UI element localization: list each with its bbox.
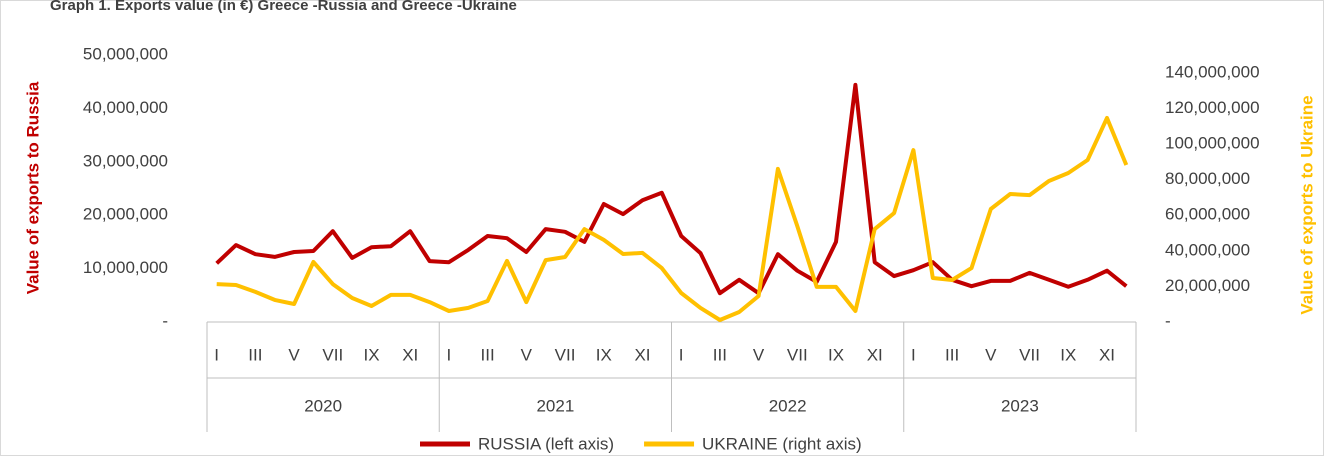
x-tick-label: III xyxy=(945,345,959,364)
x-tick-label: IX xyxy=(363,345,379,364)
y2-axis-label: Value of exports to Ukraine xyxy=(1297,95,1316,314)
series-line xyxy=(215,82,1128,296)
x-tick-label: IX xyxy=(1060,345,1076,364)
x-tick-label: I xyxy=(911,345,916,364)
x-tick-label: I xyxy=(447,345,452,364)
y2-tick-label: 120,000,000 xyxy=(1165,98,1260,117)
x-tick-label: III xyxy=(481,345,495,364)
x-tick-label: III xyxy=(713,345,727,364)
y-tick-label: 40,000,000 xyxy=(83,98,168,117)
group-label: 2023 xyxy=(1001,396,1039,415)
x-tick-label: V xyxy=(521,345,533,364)
y-tick-label: 10,000,000 xyxy=(83,258,168,277)
x-tick-label: V xyxy=(985,345,997,364)
legend-label: UKRAINE (right axis) xyxy=(702,434,862,453)
x-tick-label: XI xyxy=(867,345,883,364)
y-tick-label: 50,000,000 xyxy=(83,44,168,63)
chart-title: Graph 1. Exports value (in €) Greece -Ru… xyxy=(50,0,517,14)
y-tick-label: 30,000,000 xyxy=(83,151,168,170)
y2-tick-label: 60,000,000 xyxy=(1165,205,1250,224)
x-tick-label: VII xyxy=(555,345,576,364)
legend-label: RUSSIA (left axis) xyxy=(478,434,614,453)
y-tick-label: 20,000,000 xyxy=(83,205,168,224)
x-tick-label: I xyxy=(679,345,684,364)
y2-tick-label: 100,000,000 xyxy=(1165,133,1260,152)
y-axis-label: Value of exports to Russia xyxy=(23,81,42,294)
x-tick-label: XI xyxy=(1099,345,1115,364)
x-tick-label: III xyxy=(248,345,262,364)
y2-tick-label: - xyxy=(1165,311,1171,330)
x-tick-label: VII xyxy=(1019,345,1040,364)
x-tick-label: VII xyxy=(322,345,343,364)
y-tick-label: - xyxy=(162,311,168,330)
x-tick-label: V xyxy=(753,345,765,364)
y2-tick-label: 20,000,000 xyxy=(1165,276,1250,295)
y2-tick-label: 40,000,000 xyxy=(1165,240,1250,259)
x-tick-label: I xyxy=(214,345,219,364)
series-line xyxy=(216,116,1129,322)
group-label: 2020 xyxy=(304,396,342,415)
x-tick-label: IX xyxy=(828,345,844,364)
x-tick-label: VII xyxy=(787,345,808,364)
x-tick-label: XI xyxy=(634,345,650,364)
x-tick-label: XI xyxy=(402,345,418,364)
y2-tick-label: 140,000,000 xyxy=(1165,62,1260,81)
x-tick-label: V xyxy=(288,345,300,364)
group-label: 2021 xyxy=(536,396,574,415)
y2-tick-label: 80,000,000 xyxy=(1165,169,1250,188)
group-label: 2022 xyxy=(769,396,807,415)
x-tick-label: IX xyxy=(596,345,612,364)
